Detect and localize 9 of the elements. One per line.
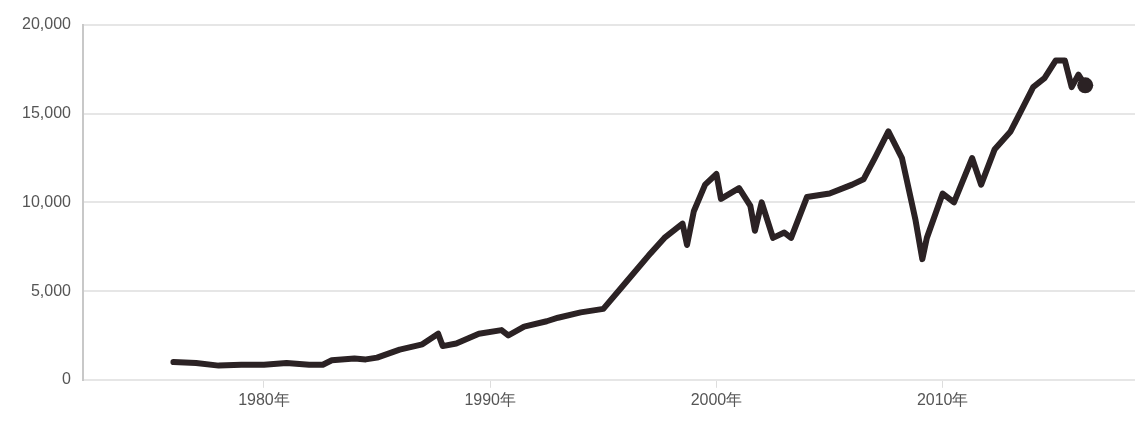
y-tick-label: 5,000 xyxy=(30,281,72,299)
y-tick-label: 15,000 xyxy=(22,104,72,122)
y-tick-label: 0 xyxy=(62,370,72,388)
x-tick-label: 2010年 xyxy=(916,390,969,408)
x-tick-label: 1980年 xyxy=(238,390,290,408)
y-tick-label: 20,000 xyxy=(22,15,72,33)
x-tick-label: 1990年 xyxy=(464,390,516,408)
x-tick-label: 2000年 xyxy=(690,390,743,408)
y-tick-label: 10,000 xyxy=(22,192,72,210)
